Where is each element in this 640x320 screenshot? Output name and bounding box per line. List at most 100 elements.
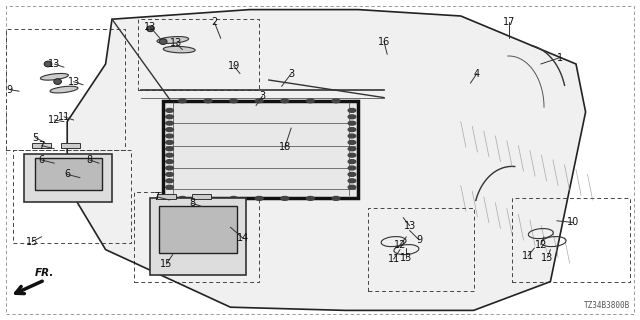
- Circle shape: [348, 147, 356, 151]
- Circle shape: [166, 134, 173, 138]
- Text: 13: 13: [541, 252, 554, 263]
- Text: 13: 13: [170, 38, 182, 48]
- Circle shape: [281, 196, 289, 200]
- Text: 15: 15: [26, 236, 38, 247]
- Polygon shape: [159, 206, 237, 253]
- Text: 6: 6: [38, 155, 45, 165]
- Bar: [134, 192, 259, 282]
- Circle shape: [166, 160, 173, 164]
- Bar: [512, 198, 630, 282]
- Circle shape: [348, 185, 356, 189]
- Text: 13: 13: [400, 252, 413, 263]
- Circle shape: [230, 99, 237, 103]
- Ellipse shape: [157, 36, 189, 44]
- Circle shape: [255, 196, 263, 200]
- Text: 5: 5: [32, 132, 38, 143]
- Circle shape: [348, 160, 356, 164]
- Circle shape: [166, 166, 173, 170]
- Text: 12: 12: [534, 240, 547, 250]
- Bar: [13, 150, 131, 243]
- Bar: [61, 143, 80, 148]
- Text: 8: 8: [189, 198, 195, 208]
- Text: 8: 8: [86, 155, 93, 165]
- Circle shape: [166, 140, 173, 144]
- Circle shape: [166, 153, 173, 157]
- Ellipse shape: [50, 86, 78, 93]
- Text: 7: 7: [154, 192, 160, 202]
- Text: 4: 4: [474, 68, 480, 79]
- Circle shape: [348, 128, 356, 132]
- Text: 9: 9: [416, 235, 422, 245]
- Ellipse shape: [159, 39, 167, 44]
- Text: 12: 12: [394, 240, 406, 250]
- Circle shape: [166, 179, 173, 183]
- Bar: [138, 19, 259, 90]
- Circle shape: [348, 115, 356, 119]
- Circle shape: [166, 128, 173, 132]
- Circle shape: [166, 172, 173, 176]
- Text: 6: 6: [64, 169, 70, 180]
- Bar: [368, 208, 474, 291]
- Text: 17: 17: [502, 17, 515, 28]
- Circle shape: [348, 153, 356, 157]
- Circle shape: [230, 196, 237, 200]
- Text: FR.: FR.: [35, 268, 54, 278]
- Ellipse shape: [147, 26, 154, 32]
- Text: 16: 16: [378, 36, 390, 47]
- Ellipse shape: [40, 74, 68, 80]
- Polygon shape: [24, 154, 112, 202]
- Text: 13: 13: [144, 22, 157, 32]
- Circle shape: [307, 99, 314, 103]
- Circle shape: [204, 99, 212, 103]
- Circle shape: [332, 196, 340, 200]
- Text: 13: 13: [67, 76, 80, 87]
- Text: 15: 15: [160, 259, 173, 269]
- Circle shape: [255, 99, 263, 103]
- Text: 2: 2: [211, 17, 218, 28]
- Bar: [6, 29, 125, 150]
- Text: 12: 12: [48, 115, 61, 125]
- Circle shape: [166, 121, 173, 125]
- Circle shape: [332, 99, 340, 103]
- Circle shape: [307, 196, 314, 200]
- Circle shape: [166, 185, 173, 189]
- Polygon shape: [163, 101, 358, 198]
- Ellipse shape: [54, 79, 61, 84]
- Text: 10: 10: [566, 217, 579, 228]
- Text: 18: 18: [278, 142, 291, 152]
- Circle shape: [348, 172, 356, 176]
- Text: 3: 3: [288, 68, 294, 79]
- Ellipse shape: [163, 46, 195, 53]
- Text: 19: 19: [227, 60, 240, 71]
- Text: 14: 14: [237, 233, 250, 244]
- Circle shape: [204, 196, 212, 200]
- Polygon shape: [67, 10, 586, 310]
- Text: 13: 13: [48, 59, 61, 69]
- Text: 13: 13: [403, 220, 416, 231]
- Circle shape: [348, 134, 356, 138]
- Text: 11: 11: [58, 112, 70, 122]
- Circle shape: [179, 196, 186, 200]
- Text: 11: 11: [522, 251, 534, 261]
- Text: 11: 11: [387, 254, 400, 264]
- Circle shape: [348, 121, 356, 125]
- Circle shape: [166, 147, 173, 151]
- Circle shape: [281, 99, 289, 103]
- Circle shape: [348, 166, 356, 170]
- Bar: [32, 143, 51, 148]
- Text: 3: 3: [259, 91, 266, 101]
- Polygon shape: [150, 198, 246, 275]
- Circle shape: [348, 179, 356, 183]
- Polygon shape: [35, 158, 102, 190]
- Circle shape: [179, 99, 186, 103]
- Bar: [157, 194, 176, 199]
- Circle shape: [166, 115, 173, 119]
- Text: 9: 9: [6, 84, 13, 95]
- Circle shape: [348, 140, 356, 144]
- Circle shape: [166, 108, 173, 112]
- Text: TZ34B3800B: TZ34B3800B: [584, 301, 630, 310]
- Text: 1: 1: [557, 52, 563, 63]
- Bar: [192, 194, 211, 199]
- Ellipse shape: [44, 61, 52, 67]
- Text: 7: 7: [38, 140, 45, 151]
